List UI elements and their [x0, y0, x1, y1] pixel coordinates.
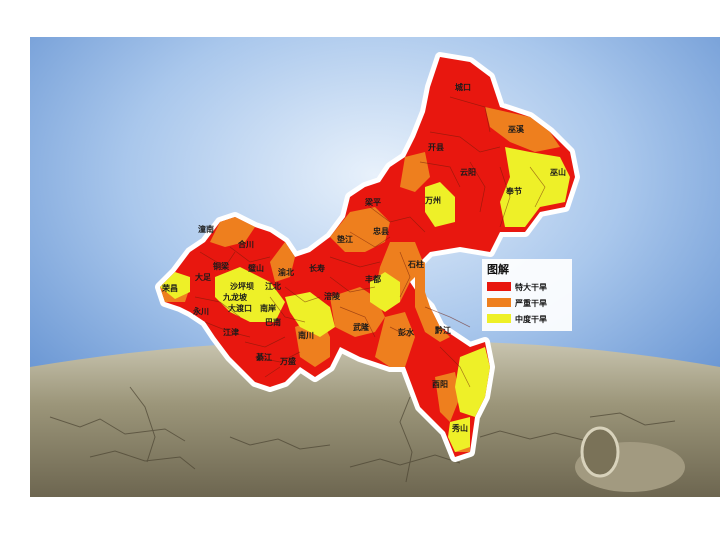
region-labels: 城口 巫溪 奉节 巫山 开县 云阳 万州 梁平 忠县 垫江 长寿 丰都 石柱 涪… [161, 82, 566, 433]
legend-label-moderate: 中度干旱 [515, 314, 547, 324]
label-dadukou: 大渡口 [228, 303, 252, 313]
label-jiangjin: 江津 [223, 327, 239, 337]
legend-swatch-moderate [487, 314, 511, 323]
label-rongchang: 荣昌 [161, 283, 178, 293]
label-hechuan: 合川 [237, 239, 254, 249]
label-liangping: 梁平 [364, 197, 381, 207]
label-wansheng: 万盛 [279, 356, 296, 366]
label-bishan: 璧山 [248, 263, 264, 273]
label-kaixian: 开县 [428, 143, 444, 152]
label-wulong: 武隆 [353, 322, 370, 332]
label-nanchuan: 南川 [298, 330, 314, 340]
label-jiangbei: 江北 [265, 281, 281, 291]
label-xiushan: 秀山 [451, 423, 468, 433]
chongqing-map: 城口 巫溪 奉节 巫山 开县 云阳 万州 梁平 忠县 垫江 长寿 丰都 石柱 涪… [155, 52, 580, 462]
cracked-ground [30, 341, 720, 497]
legend-label-severe: 严重干旱 [514, 298, 547, 308]
label-chengkou: 城口 [455, 82, 471, 92]
clay-pot [575, 426, 685, 492]
label-tongliang: 铜梁 [213, 261, 230, 271]
label-shizhu: 石柱 [407, 259, 424, 269]
label-zhongxian: 忠县 [373, 226, 389, 236]
label-nanan: 南岸 [260, 303, 276, 313]
label-yubei: 渝北 [277, 267, 294, 277]
label-shapingba: 沙坪坝 [230, 281, 254, 291]
label-wushan: 巫山 [550, 167, 566, 177]
label-pengshui: 彭水 [398, 327, 415, 337]
label-tongnan: 潼南 [198, 224, 214, 234]
label-yongchuan: 永川 [192, 306, 209, 316]
label-qianjiang: 黔江 [434, 325, 451, 335]
label-fengjie: 奉节 [505, 186, 522, 196]
moderate-drought-areas [160, 147, 570, 452]
label-wuxi: 巫溪 [508, 124, 525, 134]
label-qijiang: 綦江 [255, 352, 272, 362]
label-fengdu: 丰都 [365, 274, 381, 284]
label-jiulongpo: 九龙坡 [222, 292, 248, 302]
drought-map: 城口 巫溪 奉节 巫山 开县 云阳 万州 梁平 忠县 垫江 长寿 丰都 石柱 涪… [30, 37, 720, 497]
legend-swatch-extreme [487, 282, 511, 291]
label-changshou: 长寿 [309, 263, 325, 273]
legend-label-extreme: 特大干旱 [515, 282, 547, 292]
label-youyang: 酉阳 [432, 380, 448, 389]
label-yunyang: 云阳 [460, 168, 476, 177]
ground-cracks [49, 386, 676, 483]
label-wanzhou: 万州 [424, 196, 441, 205]
legend-title: 图解 [487, 262, 509, 276]
map-frame: 城口 巫溪 奉节 巫山 开县 云阳 万州 梁平 忠县 垫江 长寿 丰都 石柱 涪… [30, 37, 720, 497]
label-dazu: 大足 [195, 272, 212, 282]
legend-swatch-severe [487, 298, 511, 307]
label-banan: 巴南 [265, 317, 281, 327]
label-dianjiang: 垫江 [337, 234, 353, 244]
county-borders [194, 96, 546, 388]
map-legend: 图解 特大干旱 严重干旱 中度干旱 [482, 259, 572, 331]
label-fuling: 涪陵 [324, 291, 341, 301]
